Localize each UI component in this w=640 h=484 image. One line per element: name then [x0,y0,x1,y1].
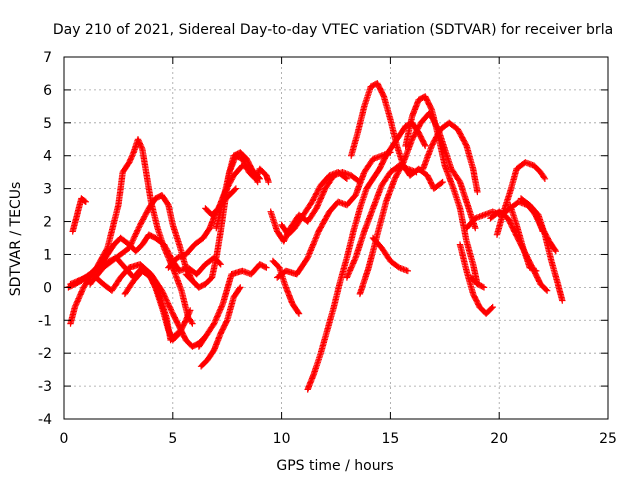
data-marker-path [274,149,394,281]
chart-title: Day 210 of 2021, Sidereal Day-to-day VTE… [53,22,613,38]
series-arc-14 [267,169,364,245]
y-tick-label: -4 [38,412,52,428]
series-arc-25 [456,241,496,317]
data-marker-path [348,80,446,192]
series-arc-15 [278,169,351,238]
series-arc-30 [506,201,540,275]
x-tick-label: 25 [599,431,617,447]
plot-frame [63,56,609,420]
y-tick-label: -1 [38,313,52,329]
y-tick-label: 3 [43,182,52,198]
data-marker-path [202,162,263,219]
y-tick-label: 7 [43,50,52,66]
series-arc-6 [86,192,203,291]
series-arc-23 [402,93,481,288]
data-marker-path [369,234,411,275]
series-arc-28 [493,159,549,238]
series-arc-11 [195,261,270,350]
x-tick-label: 20 [490,431,508,447]
series-arc-24 [419,119,481,196]
data-marker-path [197,284,244,370]
y-tick-label: 4 [43,149,52,165]
series-arc-10 [197,284,244,370]
y-tick-label: -3 [38,379,52,395]
x-axis-label: GPS time / hours [276,458,393,474]
series-arc-19 [348,80,446,192]
y-tick-label: 2 [43,215,52,231]
x-tick-label: 10 [273,431,291,447]
series-arc-26 [467,274,488,291]
data-marker-path [402,93,481,288]
data-marker-path [69,195,89,235]
x-tick-label: 15 [381,431,399,447]
data-marker-path [419,119,481,196]
series-arc-13 [202,162,263,219]
data-marker-path [195,261,270,350]
y-tick-label: 1 [43,247,52,263]
data-marker-path [121,267,181,344]
y-axis-label: SDTVAR / TECUs [8,182,24,297]
axis-tick-labels: 0 5 10 15 20 25 -4 -3 -2 -1 0 1 2 3 4 5 6 7 [38,50,617,447]
axis-ticks [63,56,609,420]
y-tick-label: 5 [43,116,52,132]
data-marker-path [456,241,496,317]
series-arc-22 [369,234,411,275]
series-arc-32 [528,205,559,255]
x-tick-label: 0 [60,431,69,447]
series-arc-16 [269,257,303,317]
data-marker-path [493,159,549,238]
y-tick-label: 0 [43,280,52,296]
data-marker-path [467,274,488,291]
data-marker-path [506,201,540,275]
series-arc-1 [69,195,89,235]
data-marker-path [86,192,203,291]
series-arc-7 [121,267,181,344]
y-tick-label: -2 [38,346,52,362]
y-tick-label: 6 [43,83,52,99]
data-marker-path [528,205,559,255]
data-marker-path [278,169,351,238]
series-arc-17 [274,149,394,281]
x-tick-label: 5 [168,431,177,447]
data-marker-path [267,169,364,245]
data-marker-path [269,257,303,317]
